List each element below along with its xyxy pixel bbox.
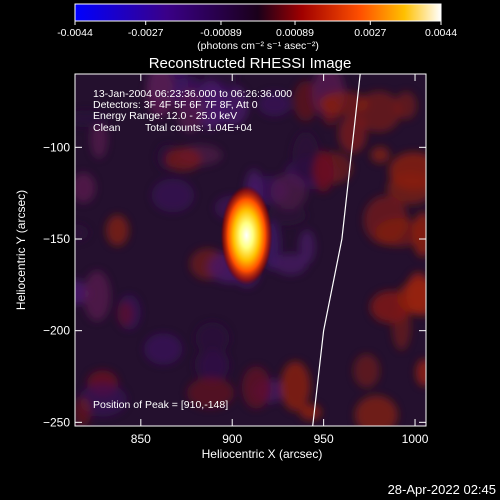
x-axis-label: Heliocentric X (arcsec) (202, 447, 323, 461)
texture-blob (146, 74, 175, 118)
plot-frame (74, 73, 427, 427)
texture-blob (241, 366, 271, 409)
texture-blob (195, 322, 230, 355)
x-tick-label: 850 (131, 432, 151, 446)
solar-limb-line (312, 74, 361, 426)
colorbar-tick-label: 0.0027 (354, 27, 386, 39)
texture-blob (338, 114, 367, 154)
texture-blob (354, 395, 398, 426)
texture-blob (313, 150, 334, 193)
texture-blob (151, 178, 195, 213)
image-area (75, 74, 426, 426)
texture-blob (117, 301, 134, 327)
texture-blob (90, 120, 108, 159)
texture-blob (165, 147, 202, 172)
annotation-total-counts: Total counts: 1.04E+04 (145, 122, 252, 134)
colorbar-tick-label: -0.0044 (57, 27, 93, 39)
x-tick-label: 900 (222, 432, 242, 446)
texture-blob (194, 347, 230, 383)
texture-blob (79, 383, 127, 417)
footer-date: 28-Apr-2022 02:45 (388, 482, 496, 497)
y-tick-label: −100 (43, 140, 70, 154)
y-axis: −100 −150 −200 −250 (43, 140, 426, 429)
texture-blob (257, 91, 292, 117)
texture-blob (270, 173, 307, 210)
texture-blob (280, 361, 311, 412)
annotation-clean: Clean (93, 122, 121, 134)
annotation-time: 13-Jan-2004 06:23:36.000 to 06:26:36.000 (93, 88, 292, 100)
texture-blob (292, 131, 320, 181)
x-tick-label: 1000 (402, 432, 429, 446)
texture-blob (415, 359, 426, 387)
texture-blob (266, 205, 307, 226)
texture-blob (370, 146, 390, 164)
x-axis: 850 900 950 1000 (131, 74, 429, 446)
annotation-peak-position: Position of Peak = [910,-148] (93, 399, 228, 411)
colorbar: -0.0044 -0.0027 -0.00089 0.00089 0.0027 0.004… (57, 3, 457, 52)
x-tick-label: 950 (314, 432, 334, 446)
texture-blob (353, 354, 380, 388)
colorbar-tick-label: -0.00089 (200, 27, 242, 39)
texture-blob (144, 333, 183, 365)
texture-blob (75, 224, 89, 242)
texture-blob (293, 80, 318, 122)
texture-blob (319, 91, 369, 116)
colorbar-gradient (74, 3, 442, 22)
y-tick-label: −150 (43, 232, 70, 246)
texture-blob (75, 396, 92, 426)
texture-blob (75, 172, 96, 203)
texture-blob (299, 404, 322, 421)
texture-blob (389, 152, 426, 191)
colorbar-ticks: -0.0044 -0.0027 -0.00089 0.00089 0.0027 0.004… (57, 21, 457, 39)
y-axis-label: Heliocentric Y (arcsec) (14, 190, 28, 310)
colorbar-tick-label: -0.0027 (128, 27, 164, 39)
texture-blob (274, 253, 307, 275)
y-tick-label: −200 (43, 324, 70, 338)
texture-blob (176, 87, 204, 133)
colorbar-unit-label: (photons cm⁻² s⁻¹ asec⁻²) (197, 40, 319, 52)
annotation-detectors: Detectors: 3F 4F 5F 6F 7F 8F, Att 0 (93, 99, 258, 111)
annotation-energy: Energy Range: 12.0 - 25.0 keV (93, 110, 237, 122)
texture-blob (75, 110, 110, 128)
texture-blob (375, 218, 424, 247)
texture-blob (187, 377, 235, 409)
colorbar-tick-label: 0.0044 (425, 27, 457, 39)
texture-blob (83, 270, 111, 321)
colorbar-tick-label: 0.00089 (276, 27, 314, 39)
chart-title: Reconstructed RHESSI Image (149, 55, 352, 72)
peak-source (220, 185, 273, 286)
texture-blob (75, 278, 86, 306)
texture-blob (299, 230, 315, 264)
y-tick-label: −250 (43, 415, 70, 429)
texture-blob (406, 272, 426, 315)
texture-blob (106, 214, 129, 246)
